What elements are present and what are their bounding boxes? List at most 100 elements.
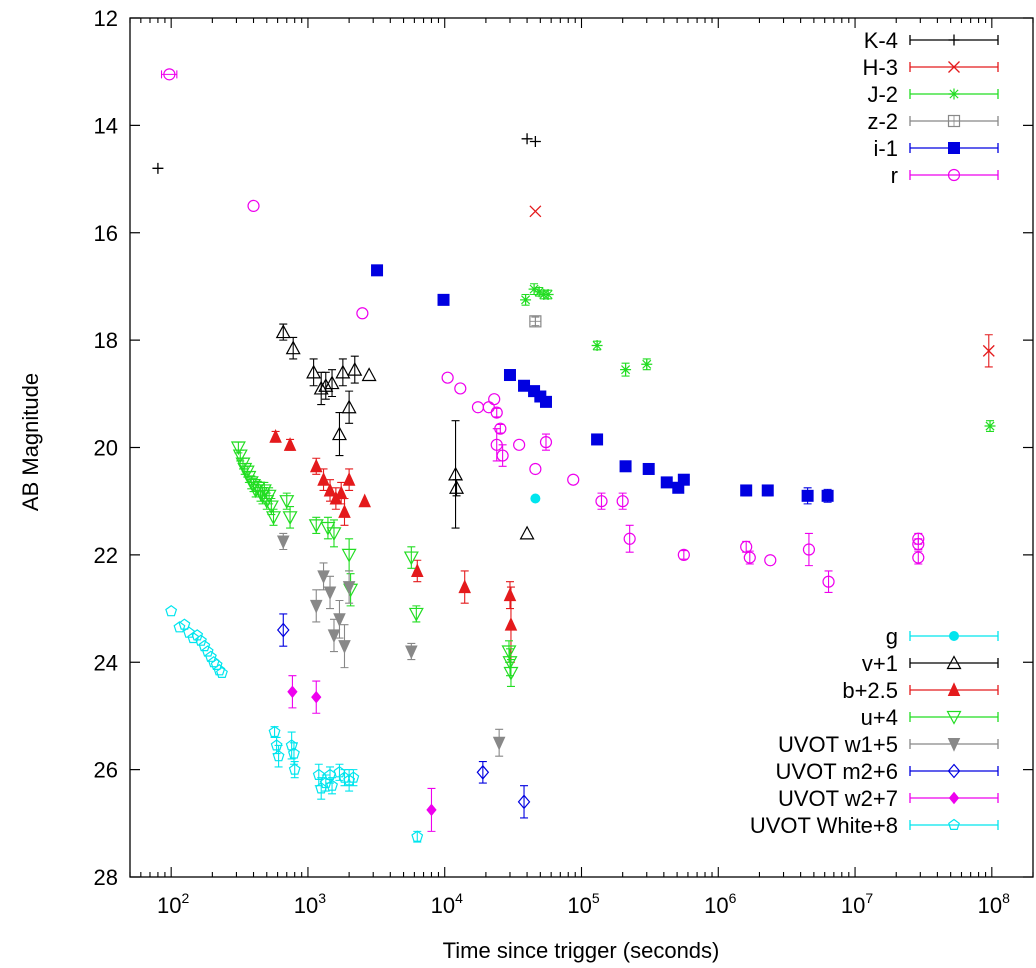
- y-tick-label: 14: [94, 113, 118, 138]
- y-tick-label: 16: [94, 221, 118, 246]
- data-point: [801, 487, 814, 505]
- data-point: [309, 457, 323, 475]
- plot-layer: [152, 68, 996, 843]
- data-point: [152, 162, 164, 174]
- data-point: [342, 570, 356, 604]
- data-point: [503, 659, 519, 687]
- data-point: [306, 358, 322, 387]
- data-point: [323, 479, 337, 502]
- legend-label: J-2: [867, 82, 898, 107]
- error-bar: [328, 369, 337, 398]
- data-point: [530, 493, 541, 504]
- legend-line: [909, 170, 999, 180]
- data-point: [288, 761, 301, 779]
- y-tick-label: 12: [94, 6, 118, 31]
- data-point: [311, 680, 322, 714]
- data-point: [567, 473, 580, 486]
- data-point: [529, 135, 541, 147]
- data-point: [740, 484, 753, 497]
- x-tick-label: 108: [978, 890, 1010, 918]
- x-tick-base: 10: [294, 893, 318, 918]
- legend-label: K-4: [864, 28, 898, 53]
- legend-entry-z-2: z-2: [867, 109, 999, 134]
- x-tick-label: 105: [567, 890, 599, 918]
- legend-label: UVOT m2+6: [776, 759, 898, 784]
- data-point: [513, 438, 526, 451]
- x-tick-label: 102: [157, 890, 189, 918]
- legend-label: r: [891, 163, 898, 188]
- legend-entry-v-1: v+1: [862, 651, 999, 676]
- data-point: [268, 725, 281, 738]
- error-bar: [279, 613, 288, 647]
- data-point: [333, 599, 346, 639]
- error-bar: [274, 744, 283, 768]
- data-point: [265, 508, 282, 526]
- data-point: [269, 429, 282, 443]
- data-point: [198, 639, 211, 652]
- error-bar: [824, 570, 833, 594]
- data-point: [338, 497, 351, 526]
- legend-label: i-1: [874, 136, 898, 161]
- data-point: [802, 532, 816, 567]
- legend-label: UVOT White+8: [750, 813, 898, 838]
- data-point: [187, 631, 200, 644]
- x-tick-base: 10: [157, 893, 181, 918]
- data-point: [623, 524, 636, 553]
- data-point: [642, 462, 655, 475]
- error-bar: [451, 420, 460, 529]
- x-tick-exponent: 2: [182, 890, 190, 906]
- legend-line: [909, 712, 999, 722]
- data-point: [488, 393, 501, 406]
- data-point: [822, 570, 835, 594]
- legend-label: v+1: [862, 651, 898, 676]
- legend-line: [909, 658, 999, 668]
- data-point: [821, 488, 834, 503]
- data-point: [912, 538, 925, 551]
- data-point: [529, 462, 542, 476]
- data-point: [204, 650, 217, 662]
- x-tick-base: 10: [567, 893, 591, 918]
- legend-entry-g: g: [886, 624, 999, 649]
- data-point: [405, 642, 418, 661]
- legend-label: z-2: [867, 109, 898, 134]
- data-point: [761, 484, 774, 497]
- data-point: [620, 362, 632, 377]
- legend-entry-i-1: i-1: [874, 136, 999, 161]
- series-g: [530, 493, 541, 504]
- data-point: [411, 830, 424, 843]
- legend-line: [909, 766, 999, 776]
- error-bar: [350, 355, 359, 384]
- legend-entry-k-4: K-4: [864, 28, 999, 53]
- x-tick-exponent: 6: [729, 890, 737, 906]
- data-point: [519, 525, 535, 540]
- data-point: [371, 264, 384, 277]
- data-point: [213, 664, 226, 676]
- error-bar: [321, 371, 330, 400]
- data-point: [503, 369, 516, 382]
- x-tick-base: 10: [978, 893, 1002, 918]
- legend-entry-uvot-white-8: UVOT White+8: [750, 813, 999, 838]
- x-tick-base: 10: [841, 893, 865, 918]
- data-point: [230, 441, 246, 456]
- error-bar: [520, 785, 529, 819]
- data-point: [247, 199, 260, 213]
- data-point: [178, 618, 191, 630]
- data-point: [232, 449, 248, 464]
- data-point: [323, 575, 337, 610]
- error-bar: [234, 441, 243, 454]
- x-tick-label: 104: [431, 890, 463, 918]
- legend-label: u+4: [861, 705, 898, 730]
- data-point: [356, 307, 369, 320]
- error-bar: [329, 519, 338, 548]
- data-point: [912, 550, 925, 565]
- data-point: [275, 323, 291, 341]
- error-bar: [914, 550, 923, 565]
- data-point: [276, 532, 290, 551]
- data-point: [441, 371, 454, 384]
- data-point: [285, 731, 298, 760]
- x-tick-label: 106: [704, 890, 736, 918]
- data-point: [283, 437, 297, 451]
- data-point: [449, 479, 465, 497]
- data-point: [287, 675, 298, 709]
